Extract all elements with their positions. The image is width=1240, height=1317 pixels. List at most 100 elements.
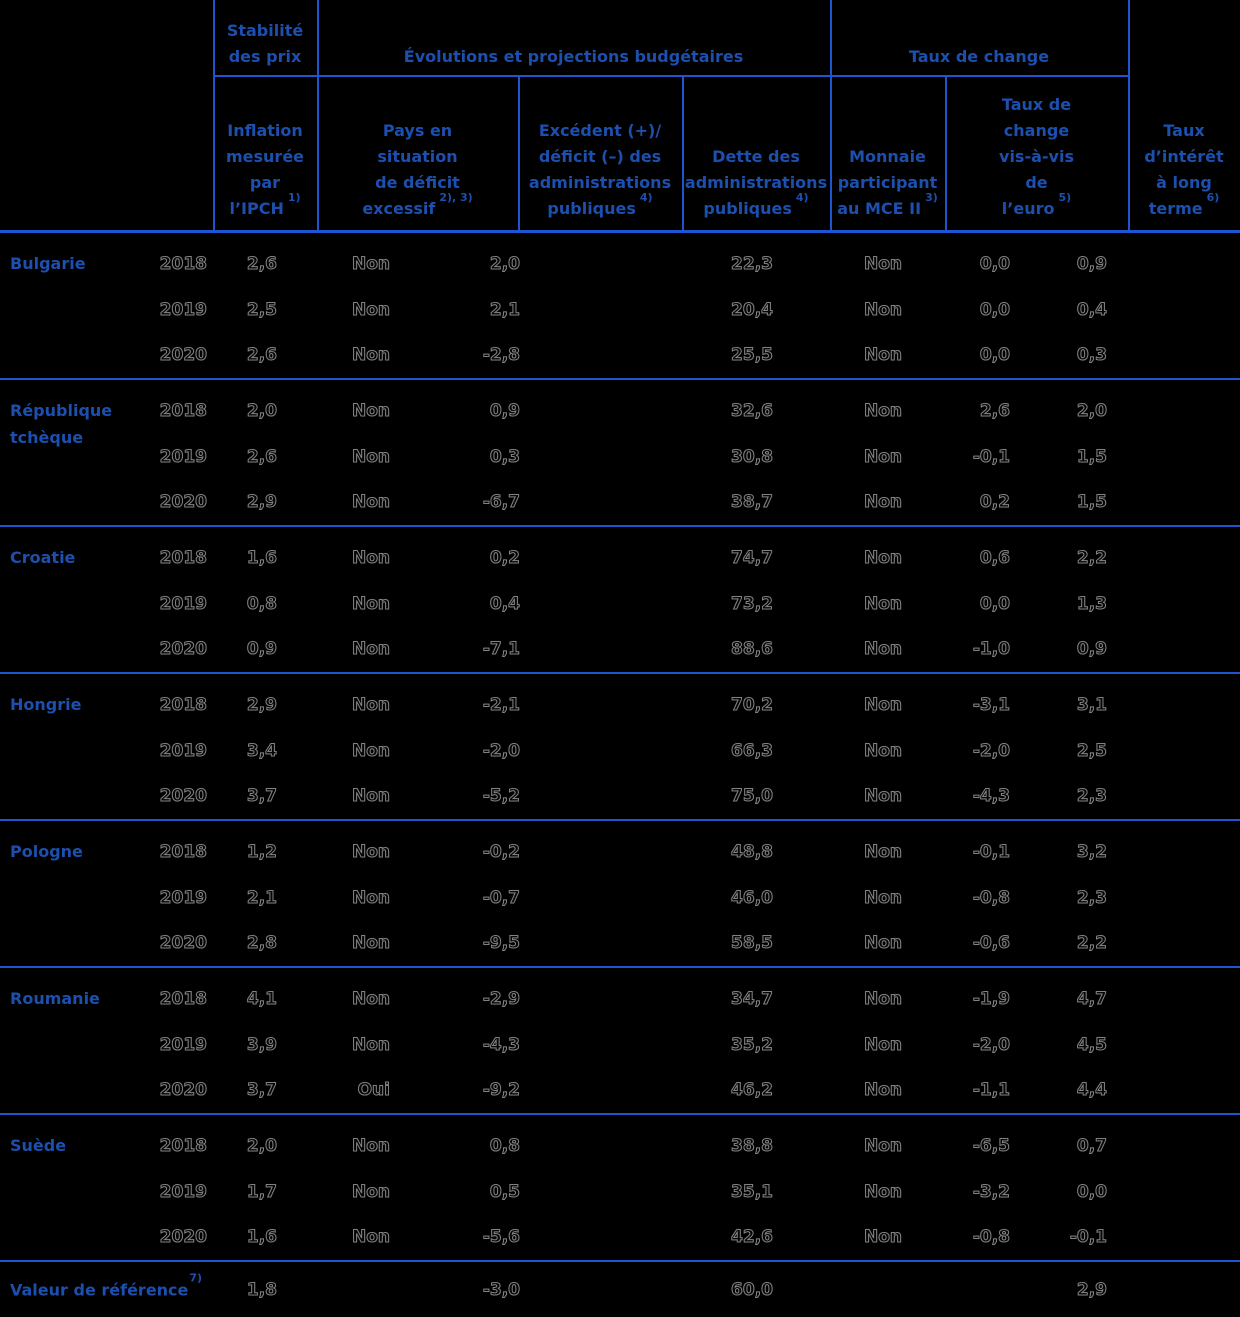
cell-inflation: 1,6 — [246, 547, 277, 568]
cell-fx: -0,8 — [972, 887, 1010, 908]
cell-fx: -4,3 — [972, 786, 1010, 807]
cell-balance: 0,9 — [489, 400, 520, 421]
cell-ltir: 0,3 — [1076, 345, 1107, 366]
header-gridline — [830, 0, 832, 230]
header-gridline — [518, 77, 520, 230]
cell-debt: 42,6 — [731, 1227, 774, 1248]
year-row: 2019 2,6 Non 0,3 30,8 Non -0,1 1,5 — [0, 434, 1240, 480]
cell-balance: 0,4 — [489, 593, 520, 614]
year-row: 2020 2,9 Non -6,7 38,7 Non 0,2 1,5 — [0, 479, 1240, 525]
cell-ltir: 0,7 — [1076, 1135, 1107, 1156]
cell-inflation: 2,6 — [246, 345, 277, 366]
cell-erm: Non — [863, 887, 902, 908]
cell-balance: -6,7 — [482, 492, 520, 513]
reference-debt: 60,0 — [731, 1279, 774, 1300]
cell-debt: 25,5 — [731, 345, 774, 366]
cell-erm: Non — [863, 446, 902, 467]
cell-ltir: 2,5 — [1076, 740, 1107, 761]
cell-balance: -9,5 — [482, 933, 520, 954]
cell-inflation: 3,4 — [246, 740, 277, 761]
cell-edp: Non — [351, 547, 390, 568]
cell-edp: Non — [351, 492, 390, 513]
cell-fx: 2,6 — [979, 400, 1010, 421]
year-row: 2019 1,7 Non 0,5 35,1 Non -3,2 0,0 — [0, 1169, 1240, 1215]
year-row: 2020 3,7 Oui -9,2 46,2 Non -1,1 4,4 — [0, 1067, 1240, 1113]
cell-inflation: 2,9 — [246, 492, 277, 513]
cell-year: 2019 — [159, 1181, 207, 1202]
cell-ltir: 2,3 — [1076, 786, 1107, 807]
cell-year: 2018 — [159, 400, 207, 421]
country-name: République tchèque — [10, 401, 113, 447]
cell-edp: Oui — [357, 1080, 390, 1101]
cell-erm: Non — [863, 786, 902, 807]
cell-edp: Non — [351, 841, 390, 862]
cell-inflation: 2,9 — [246, 694, 277, 715]
cell-balance: 0,3 — [489, 446, 520, 467]
year-row: 2018 4,1 Non -2,9 34,7 Non -1,9 4,7 — [0, 976, 1240, 1022]
cell-year: 2020 — [159, 933, 207, 954]
cell-balance: -0,7 — [482, 887, 520, 908]
cell-erm: Non — [863, 1135, 902, 1156]
header-gridline — [682, 77, 684, 230]
cell-year: 2018 — [159, 253, 207, 274]
year-row: 2020 2,6 Non -2,8 25,5 Non 0,0 0,3 — [0, 332, 1240, 378]
cell-year: 2020 — [159, 492, 207, 513]
cell-year: 2018 — [159, 841, 207, 862]
reference-inflation: 1,8 — [246, 1279, 277, 1300]
cell-inflation: 2,0 — [246, 1135, 277, 1156]
cell-balance: -2,9 — [482, 988, 520, 1009]
cell-edp: Non — [351, 400, 390, 421]
cell-balance: -2,0 — [482, 740, 520, 761]
cell-edp: Non — [351, 299, 390, 320]
cell-year: 2019 — [159, 740, 207, 761]
country-name: Croatie — [10, 548, 76, 567]
cell-balance: -2,1 — [482, 694, 520, 715]
cell-erm: Non — [863, 400, 902, 421]
cell-fx: -3,2 — [972, 1181, 1010, 1202]
cell-year: 2019 — [159, 299, 207, 320]
reference-label: Valeur de référence7) — [10, 1271, 203, 1299]
cell-balance: 2,0 — [489, 253, 520, 274]
cell-edp: Non — [351, 694, 390, 715]
cell-erm: Non — [863, 740, 902, 761]
year-row: 2020 1,6 Non -5,6 42,6 Non -0,8 -0,1 — [0, 1214, 1240, 1260]
year-row: 2019 2,5 Non 2,1 20,4 Non 0,0 0,4 — [0, 287, 1240, 333]
cell-debt: 74,7 — [731, 547, 774, 568]
column-header-erm2-participation: Monnaie participant au MCE II3) — [837, 147, 938, 218]
cell-inflation: 1,7 — [246, 1181, 277, 1202]
cell-inflation: 0,8 — [246, 593, 277, 614]
cell-balance: -9,2 — [482, 1080, 520, 1101]
cell-debt: 35,2 — [731, 1034, 774, 1055]
year-row: 2019 2,1 Non -0,7 46,0 Non -0,8 2,3 — [0, 875, 1240, 921]
cell-fx: -6,5 — [972, 1135, 1010, 1156]
cell-erm: Non — [863, 841, 902, 862]
cell-ltir: 3,1 — [1076, 694, 1107, 715]
cell-inflation: 3,7 — [246, 786, 277, 807]
cell-ltir: 1,5 — [1076, 446, 1107, 467]
cell-ltir: 0,0 — [1076, 1181, 1107, 1202]
group-header-fiscal: Évolutions et projections budgétaires — [403, 47, 744, 66]
cell-edp: Non — [351, 1135, 390, 1156]
cell-year: 2019 — [159, 446, 207, 467]
cell-edp: Non — [351, 786, 390, 807]
year-row: 2020 0,9 Non -7,1 88,6 Non -1,0 0,9 — [0, 626, 1240, 672]
column-header-budget-balance: Excédent (+)/ déficit (–) des administra… — [528, 121, 672, 218]
cell-erm: Non — [863, 345, 902, 366]
cell-erm: Non — [863, 639, 902, 660]
cell-ltir: 1,5 — [1076, 492, 1107, 513]
group-header-exchange-rate: Taux de change — [908, 47, 1050, 66]
cell-debt: 48,8 — [731, 841, 774, 862]
cell-fx: 0,0 — [979, 299, 1010, 320]
cell-edp: Non — [351, 446, 390, 467]
cell-balance: 2,1 — [489, 299, 520, 320]
column-header-inflation: Inflation mesurée par l’IPCH1) — [225, 121, 305, 218]
cell-erm: Non — [863, 593, 902, 614]
cell-inflation: 1,2 — [246, 841, 277, 862]
table-header: Stabilité des prix Évolutions et project… — [0, 0, 1240, 233]
cell-year: 2018 — [159, 988, 207, 1009]
cell-fx: 0,0 — [979, 345, 1010, 366]
cell-ltir: 4,7 — [1076, 988, 1107, 1009]
cell-edp: Non — [351, 933, 390, 954]
cell-erm: Non — [863, 694, 902, 715]
